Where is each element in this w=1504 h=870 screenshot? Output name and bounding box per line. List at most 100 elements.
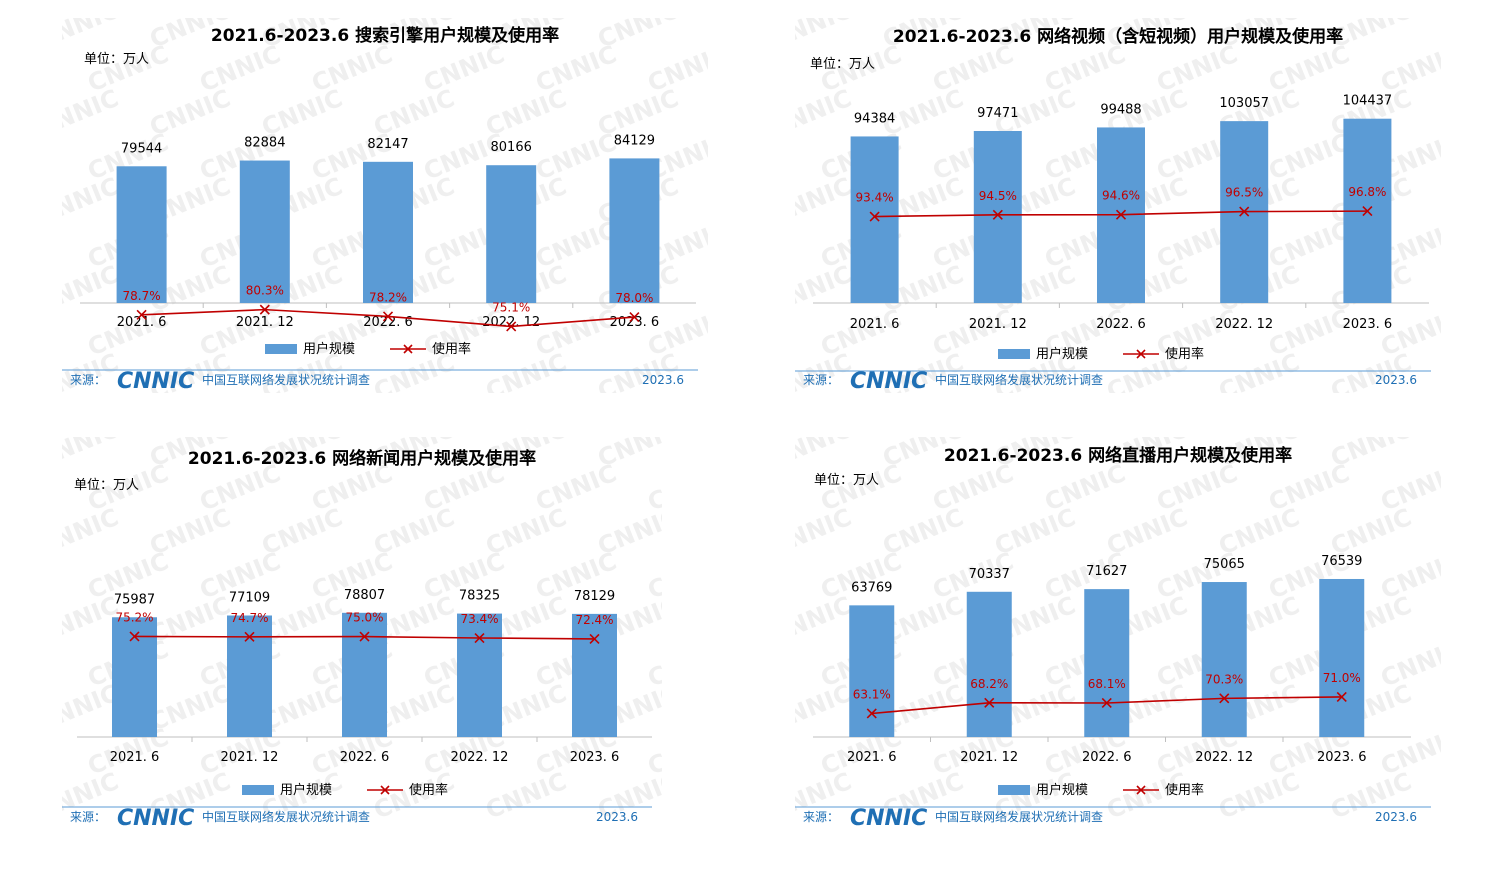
watermark-text: CNNIC (817, 304, 906, 362)
watermark-text: CNNIC (817, 547, 906, 605)
source-date: 2023.6 (1375, 810, 1417, 824)
bar (363, 161, 413, 303)
source-org: 中国互联网络发展状况统计调查 (935, 372, 1103, 387)
legend-swatch-marker (403, 344, 413, 354)
bar (973, 130, 1022, 303)
legend-swatch-marker (1136, 349, 1146, 359)
watermark-text: CNNIC (308, 40, 397, 98)
source-label: 来源： (70, 810, 106, 824)
rate-marker (259, 304, 270, 315)
rate-marker-stroke (866, 708, 877, 719)
bar (1084, 589, 1130, 737)
bar-value-label: 84129 (614, 133, 655, 148)
rate-value-label: 94.5% (979, 189, 1017, 203)
x-tick-label: 2022. 6 (340, 750, 390, 765)
rate-marker (1336, 691, 1347, 702)
chart-title: 2021.6-2023.6 搜索引擎用户规模及使用率 (211, 25, 559, 46)
x-tick-label: 2021. 6 (847, 750, 897, 765)
rate-marker (129, 631, 140, 642)
bar-value-label: 99488 (1100, 102, 1141, 117)
unit-label: 单位：万人 (810, 57, 875, 72)
rate-value-label: 75.0% (345, 611, 383, 625)
legend-swatch-bar (998, 785, 1030, 795)
x-tick-label: 2022. 12 (1215, 317, 1273, 332)
bar-value-label: 70337 (969, 567, 1010, 582)
x-tick-label: 2023. 6 (1317, 750, 1367, 765)
chart-online-news: CNNIC CNNIC CNNIC CNNIC CNNIC CNNIC CNNIC CNNIC… (62, 437, 662, 835)
watermark-text: CNNIC (1377, 635, 1441, 693)
rate-marker-stroke (1362, 206, 1373, 217)
rate-value-label: 74.7% (230, 611, 268, 625)
watermark-text: CNNIC (62, 437, 122, 473)
watermark-text: CNNIC (795, 503, 855, 561)
rate-marker-stroke (589, 633, 600, 644)
rate-marker (382, 311, 394, 322)
watermark-text: CNNIC (532, 459, 621, 517)
chart-online-video: CNNIC CNNIC CNNIC CNNIC CNNIC CNNIC CNNIC CNNIC… (795, 18, 1441, 393)
watermark-text: CNNIC (532, 40, 621, 98)
watermark-text: CNNIC (929, 40, 1018, 98)
bar-value-label: 104437 (1343, 94, 1393, 109)
rate-marker-stroke (382, 311, 394, 322)
bar (1319, 578, 1365, 737)
watermark-text: CNNIC (1265, 304, 1354, 362)
rate-value-label: 93.4% (856, 191, 894, 205)
bar-value-label: 76539 (1321, 554, 1362, 569)
watermark-text: CNNIC (1041, 40, 1130, 98)
bar-value-label: 75065 (1204, 557, 1245, 572)
watermark-text: CNNIC (795, 172, 855, 230)
cnnic-logo: CNNIC (850, 806, 927, 831)
bar-value-label: 82147 (367, 137, 408, 152)
x-tick-label: 2021. 6 (117, 315, 167, 330)
legend-label-bar: 用户规模 (1036, 346, 1088, 362)
source-date: 2023.6 (1375, 373, 1417, 387)
bar (342, 612, 387, 737)
source-org: 中国互联网络发展状况统计调查 (935, 809, 1103, 824)
bar-value-label: 78129 (574, 589, 615, 604)
rate-marker (359, 631, 370, 642)
watermark-text: CNNIC (644, 304, 708, 362)
watermark-text: CNNIC (62, 503, 122, 561)
rate-marker-stroke (136, 309, 147, 320)
chart-title: 2021.6-2023.6 网络直播用户规模及使用率 (944, 445, 1292, 466)
chart-title: 2021.6-2023.6 网络新闻用户规模及使用率 (188, 448, 536, 469)
cnnic-logo: CNNIC (117, 369, 194, 393)
watermark-text: CNNIC (1265, 459, 1354, 517)
legend-swatch-bar (998, 349, 1030, 359)
cnnic-logo: CNNIC (117, 806, 194, 831)
legend-swatch-marker (380, 785, 390, 795)
bar (227, 615, 272, 737)
legend-label-line: 使用率 (409, 782, 448, 798)
watermark-text: CNNIC (795, 18, 855, 54)
rate-marker (992, 209, 1003, 220)
cnnic-logo: CNNIC (850, 369, 927, 393)
legend-swatch-marker (1136, 785, 1146, 795)
rate-marker (1239, 206, 1250, 217)
rate-value-label: 70.3% (1205, 672, 1243, 686)
watermark-text: CNNIC (1377, 304, 1441, 362)
watermark-text: CNNIC (482, 767, 571, 825)
legend-label-line: 使用率 (1165, 346, 1204, 362)
legend-label-line: 使用率 (432, 341, 471, 357)
rate-marker-stroke (244, 631, 255, 642)
watermark-text: CNNIC (1377, 547, 1441, 605)
bar (609, 158, 660, 303)
source-date: 2023.6 (596, 810, 638, 824)
rate-marker (589, 633, 600, 644)
rate-marker (984, 697, 995, 708)
rate-marker-stroke (984, 697, 995, 708)
rate-value-label: 68.1% (1088, 677, 1126, 691)
watermark-text: CNNIC (196, 40, 285, 98)
chart-live-streaming: CNNIC CNNIC CNNIC CNNIC CNNIC CNNIC CNNIC CNNIC… (795, 437, 1441, 835)
bar-value-label: 103057 (1219, 96, 1269, 111)
watermark-text: CNNIC (1439, 767, 1441, 825)
rate-marker (1362, 206, 1373, 217)
rate-value-label: 63.1% (853, 687, 891, 701)
watermark-text: CNNIC (1265, 40, 1354, 98)
bar-value-label: 71627 (1086, 564, 1127, 579)
watermark-text: CNNIC (62, 260, 122, 318)
rate-marker-stroke (506, 321, 517, 332)
rate-marker-stroke (1219, 693, 1230, 704)
rate-value-label: 75.1% (492, 300, 530, 314)
rate-marker (244, 631, 255, 642)
